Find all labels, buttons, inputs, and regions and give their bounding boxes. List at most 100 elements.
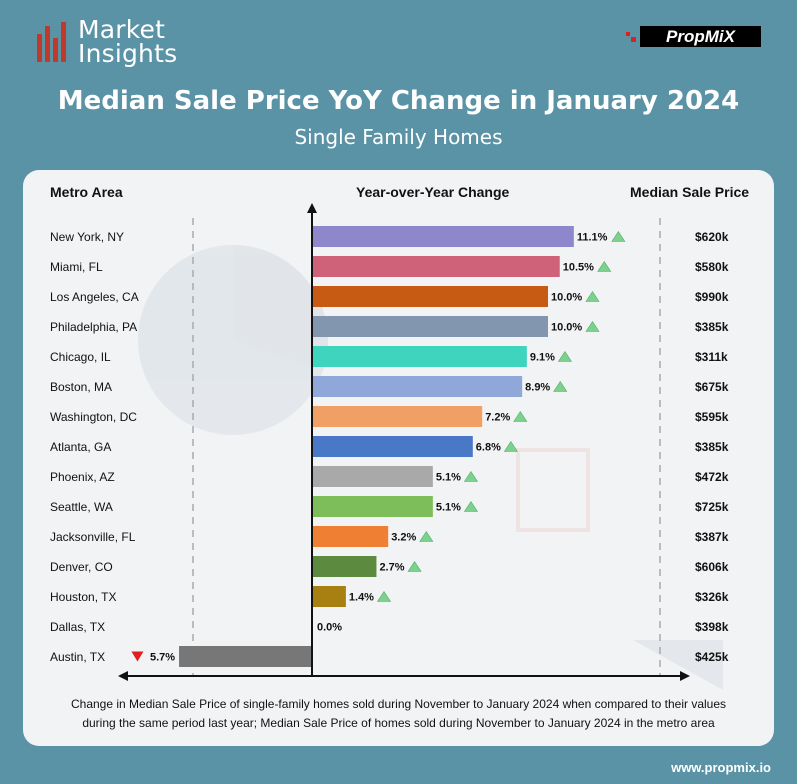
site-url: www.propmix.io [671, 760, 771, 775]
median-price-label: $398k [695, 619, 729, 634]
up-arrow-icon [585, 320, 600, 332]
brand-text: Market Insights [78, 15, 178, 68]
up-arrow-icon [463, 500, 479, 512]
bar-value-label: 0.0% [317, 622, 342, 634]
bar-3 [313, 316, 548, 337]
page-subtitle: Single Family Homes [294, 125, 503, 149]
bar-2 [313, 286, 548, 307]
bar-value-label: 10.0% [551, 292, 582, 304]
up-arrow-icon [557, 350, 573, 362]
bar-4 [313, 346, 527, 367]
brand-line-2: Insights [78, 39, 178, 68]
bar-value-label: 5.1% [436, 502, 461, 514]
x-axis-left-arrow-icon [118, 671, 128, 681]
brand-line-1: Market [78, 15, 166, 44]
bar-10 [313, 526, 389, 547]
metro-label: Austin, TX [50, 649, 106, 664]
bar-1 [313, 256, 560, 277]
y-axis-arrow-icon [307, 203, 317, 213]
bar-value-label: 1.4% [349, 592, 374, 604]
median-price-label: $326k [695, 589, 729, 604]
bar-12 [313, 586, 346, 607]
metro-column-header: Metro Area [50, 184, 123, 200]
median-price-label: $385k [695, 319, 729, 334]
metro-label: Houston, TX [50, 589, 117, 604]
median-price-label: $580k [695, 259, 729, 274]
footnote: Change in Median Sale Price of single-fa… [23, 695, 774, 733]
up-arrow-icon [585, 290, 600, 302]
bar-value-label: 6.8% [476, 442, 501, 454]
median-price-label: $425k [695, 649, 729, 664]
bar-14 [179, 646, 313, 667]
bar-value-label: 5.1% [436, 472, 461, 484]
median-price-label: $595k [695, 409, 729, 424]
metro-label: Denver, CO [50, 559, 113, 574]
change-column-header: Year-over-Year Change [356, 184, 510, 200]
metro-label: Los Angeles, CA [50, 289, 139, 304]
metro-label: Dallas, TX [50, 619, 106, 634]
bar-value-label: 2.7% [379, 562, 404, 574]
up-arrow-icon [463, 470, 479, 482]
market-insights-logo: Market Insights [36, 15, 178, 68]
metro-label: Seattle, WA [50, 499, 113, 514]
propmix-logo-text: PropMiX [666, 26, 735, 46]
up-arrow-icon [407, 560, 422, 572]
bar-9 [313, 496, 433, 517]
up-arrow-icon [553, 380, 568, 392]
footnote-line-2: during the same period last year; Median… [82, 716, 715, 730]
watermark-pie-slice [233, 245, 328, 370]
metro-label: Miami, FL [50, 259, 103, 274]
watermark-money-icon [516, 448, 590, 532]
metro-label: Atlanta, GA [50, 439, 112, 454]
propmix-logo: PropMiX [626, 26, 761, 47]
propmix-mark-icon [626, 32, 636, 42]
bar-value-label: 10.5% [563, 262, 594, 274]
yoy-bar-chart: 11.1% 10.5% 10.0% 10.0% 9.1% 8.9% 7.2% 6.8% 5.1%… [118, 203, 723, 690]
bar-value-label: 7.2% [485, 412, 510, 424]
median-price-label: $385k [695, 439, 729, 454]
up-arrow-icon [513, 410, 528, 422]
x-axis-right-arrow-icon [680, 671, 690, 681]
down-arrow-icon [131, 651, 144, 662]
bar-value-label: 10.0% [551, 322, 582, 334]
up-arrow-icon [597, 260, 612, 272]
median-price-label: $990k [695, 289, 729, 304]
metro-label: Washington, DC [50, 409, 137, 424]
metro-label: Phoenix, AZ [50, 469, 115, 484]
bars-group: 11.1% 10.5% 10.0% 10.0% 9.1% 8.9% 7.2% 6.8% 5.1%… [131, 226, 626, 667]
metro-label: Chicago, IL [50, 349, 111, 364]
bar-5 [313, 376, 523, 397]
up-arrow-icon [503, 440, 518, 452]
bar-7 [313, 436, 473, 457]
watermark-pie-icon [138, 245, 328, 435]
chart-card: 11.1% 10.5% 10.0% 10.0% 9.1% 8.9% 7.2% 6.8% 5.1%… [23, 170, 774, 746]
median-price-label: $472k [695, 469, 729, 484]
metro-label: Boston, MA [50, 379, 113, 394]
bar-value-label: 8.9% [525, 382, 550, 394]
median-price-label: $675k [695, 379, 729, 394]
bar-chart-logo-icon [37, 22, 66, 62]
background-watermark [138, 245, 723, 690]
median-price-label: $311k [695, 349, 728, 364]
bar-value-label: 11.1% [577, 232, 608, 244]
metro-label: New York, NY [50, 229, 125, 244]
footnote-line-1: Change in Median Sale Price of single-fa… [70, 697, 727, 711]
bar-6 [313, 406, 483, 427]
metro-label: Philadelphia, PA [50, 319, 138, 334]
up-arrow-icon [419, 530, 434, 542]
price-column-header: Median Sale Price [630, 184, 750, 200]
bar-value-label: 5.7% [150, 652, 175, 664]
bar-value-label: 3.2% [391, 532, 416, 544]
watermark-triangle [633, 640, 723, 690]
up-arrow-icon [611, 230, 626, 242]
metro-label: Jacksonville, FL [50, 529, 136, 544]
up-arrow-icon [376, 590, 392, 602]
median-price-label: $387k [695, 529, 729, 544]
page-title: Median Sale Price YoY Change in January … [57, 86, 740, 116]
median-price-label: $725k [695, 499, 729, 514]
bar-value-label: 9.1% [530, 352, 555, 364]
bar-11 [313, 556, 377, 577]
bar-8 [313, 466, 433, 487]
median-price-label: $620k [695, 229, 729, 244]
median-price-label: $606k [695, 559, 729, 574]
